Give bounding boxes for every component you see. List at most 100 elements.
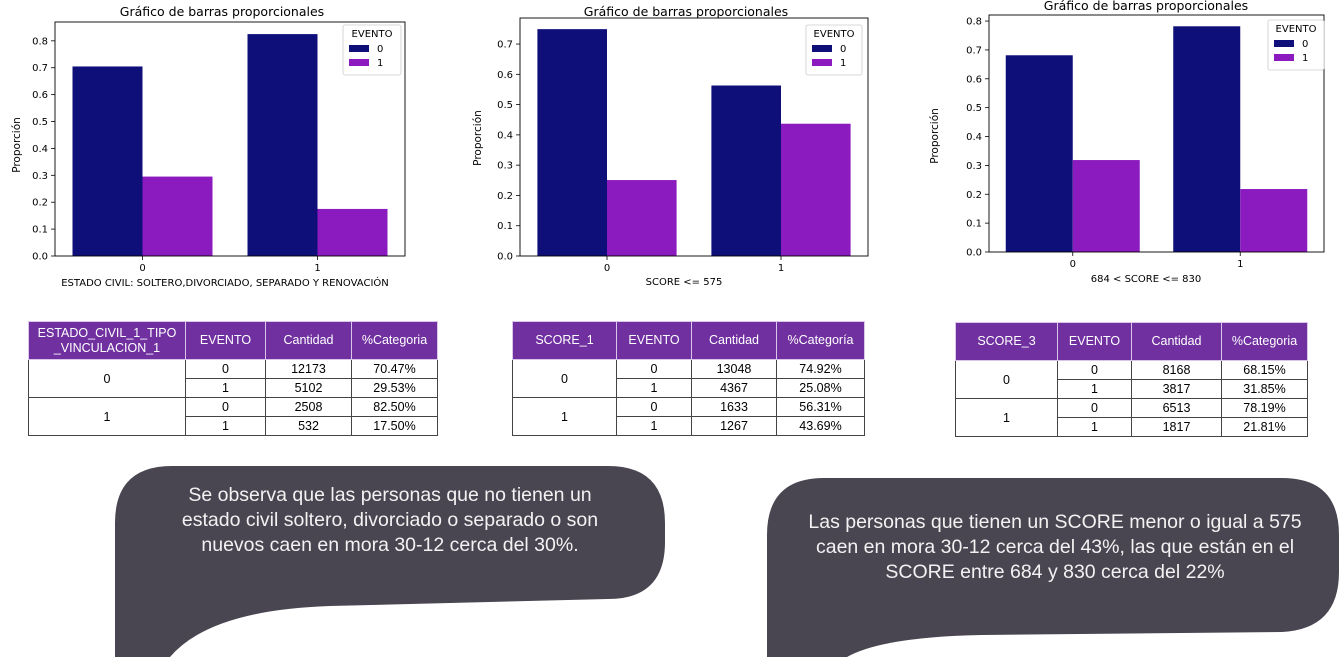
table-row: 1 0 1633 56.31% — [512, 397, 865, 436]
chart-xlabel: SCORE <= 575 — [646, 277, 723, 288]
table-cell: 1633 — [691, 397, 777, 417]
chart-title: Gráfico de barras proporcionales — [584, 4, 788, 19]
table-cell: 25.08% — [776, 378, 865, 398]
table-header-cell: Cantidad — [691, 321, 777, 360]
table-row: 1 532 17.50% — [29, 416, 438, 436]
table-cell: 82.50% — [351, 397, 438, 417]
table-row: 1 1267 43.69% — [513, 416, 865, 436]
y-tick-label: 0.4 — [497, 130, 513, 141]
table-cell: 0 — [616, 397, 692, 417]
chart-legend: EVENTO 0 1 — [342, 24, 402, 76]
y-tick-label: 0.7 — [966, 45, 982, 56]
table-cell: 74.92% — [776, 359, 865, 379]
y-tick-label: 0.2 — [966, 190, 982, 201]
table-cell: 1 — [185, 416, 266, 436]
y-tick-label: 0.0 — [32, 252, 48, 263]
table-header-row: SCORE_1 EVENTO Cantidad %Categoría — [512, 321, 865, 360]
table-cell: 3817 — [1131, 379, 1222, 399]
table-cell: 31.85% — [1221, 379, 1308, 399]
bar-cat1-evento1 — [781, 123, 851, 256]
table-header-cell: %Categoria — [1221, 322, 1308, 361]
legend-label-1: 1 — [377, 58, 383, 69]
legend-label-1: 1 — [1302, 53, 1308, 64]
table-header-row: ESTADO_CIVIL_1_TIPO _VINCULACION_1 EVENTO… — [28, 321, 438, 360]
table-header-cell: SCORE_3 — [955, 322, 1058, 361]
table-cell: 0 — [185, 359, 266, 379]
table-header-cell: Cantidad — [1131, 322, 1222, 361]
y-tick-label: 0.6 — [497, 70, 513, 81]
chart-ylabel: Proporción — [929, 108, 941, 164]
table-row: 1 5102 29.53% — [29, 378, 438, 398]
bar-cat0-evento1 — [142, 176, 213, 256]
y-tick-label: 0.4 — [32, 144, 48, 155]
y-tick-label: 0.8 — [32, 36, 48, 47]
legend-swatch-0 — [1274, 40, 1294, 47]
y-tick-label: 0.5 — [32, 117, 48, 128]
legend-swatch-1 — [1274, 54, 1294, 61]
y-tick-label: 0.3 — [497, 161, 513, 172]
y-tick-label: 0.5 — [497, 100, 513, 111]
y-tick-label: 0.1 — [32, 225, 48, 236]
legend-title: EVENTO — [814, 29, 855, 40]
table-cell: 70.47% — [351, 359, 438, 379]
chart-ylabel: Proporción — [472, 110, 484, 166]
y-tick-label: 0.8 — [966, 17, 982, 28]
table-row: 1 0 2508 82.50% — [28, 397, 438, 436]
y-tick-label: 0.0 — [966, 248, 982, 259]
legend-swatch-0 — [349, 45, 369, 52]
table-header-cell: ESTADO_CIVIL_1_TIPO _VINCULACION_1 — [28, 321, 186, 360]
plot-frame — [988, 14, 1325, 253]
plot-frame — [54, 21, 406, 257]
legend-label-0: 0 — [1302, 39, 1308, 50]
table-cell: 21.81% — [1221, 417, 1308, 437]
y-tick-label: 0.1 — [497, 221, 513, 232]
table-estado-civil: ESTADO_CIVIL_1_TIPO _VINCULACION_1 EVENTO… — [28, 321, 438, 436]
table-cell: 532 — [265, 416, 352, 436]
table-row: 0 0 8168 68.15% — [955, 360, 1308, 399]
y-tick-label: 0.6 — [966, 74, 982, 85]
y-tick-label: 0.4 — [966, 132, 982, 143]
table-cell: 0 — [1057, 398, 1132, 418]
table-cell: 43.69% — [776, 416, 865, 436]
table-header-cell: %Categoria — [351, 321, 438, 360]
chart-ylabel: Proporción — [11, 117, 23, 173]
table-row: 0 0 12173 70.47% — [28, 359, 438, 398]
table-cell: 2508 — [265, 397, 352, 417]
table-cell: 17.50% — [351, 416, 438, 436]
table-header-row: SCORE_3 EVENTO Cantidad %Categoria — [955, 322, 1308, 361]
table-cell: 0 — [185, 397, 266, 417]
callout-text: Las personas que tienen un SCORE menor o… — [808, 511, 1302, 583]
y-tick-label: 0.0 — [497, 252, 513, 263]
table-cell: 12173 — [265, 359, 352, 379]
table-header-cell: %Categoría — [776, 321, 865, 360]
callout-shape — [115, 466, 665, 657]
bar-cat0-evento0 — [72, 66, 143, 257]
callout-right: Las personas que tienen un SCORE menor o… — [762, 472, 1339, 657]
x-tick-label: 1 — [314, 263, 320, 274]
bar-cat0-evento1 — [607, 180, 677, 256]
legend-title: EVENTO — [1276, 24, 1317, 35]
legend-label-0: 0 — [840, 44, 846, 55]
table-header-cell: EVENTO — [1057, 322, 1132, 361]
table-cell: 78.19% — [1221, 398, 1308, 418]
table-row: 1 0 6513 78.19% — [955, 398, 1308, 437]
table-header-cell: Cantidad — [265, 321, 352, 360]
table-group-cell: 1 — [955, 398, 1058, 437]
table-header-cell: SCORE_1 — [512, 321, 617, 360]
legend-label-0: 0 — [377, 44, 383, 55]
table-cell: 6513 — [1131, 398, 1222, 418]
chart-estado-civil: Gráfico de barras proporcionales Proporc… — [11, 4, 406, 289]
table-cell: 68.15% — [1221, 360, 1308, 380]
bar-cat0-evento1 — [1072, 160, 1140, 252]
table-cell: 1267 — [691, 416, 777, 436]
table-cell: 0 — [1057, 360, 1132, 380]
table-group-cell: 1 — [512, 397, 617, 436]
table-row: 1 4367 25.08% — [513, 378, 865, 398]
legend-swatch-1 — [349, 59, 369, 66]
chart-xlabel: ESTADO CIVIL: SOLTERO,DIVORCIADO, SEPARA… — [61, 276, 389, 289]
table-score-3: SCORE_3 EVENTO Cantidad %Categoria 0 0 8168 68… — [955, 322, 1308, 437]
chart-title: Gráfico de barras proporcionales — [1044, 0, 1248, 13]
x-tick-label: 0 — [604, 263, 610, 274]
table-row: 1 1817 21.81% — [956, 417, 1308, 437]
table-header-cell: EVENTO — [616, 321, 692, 360]
